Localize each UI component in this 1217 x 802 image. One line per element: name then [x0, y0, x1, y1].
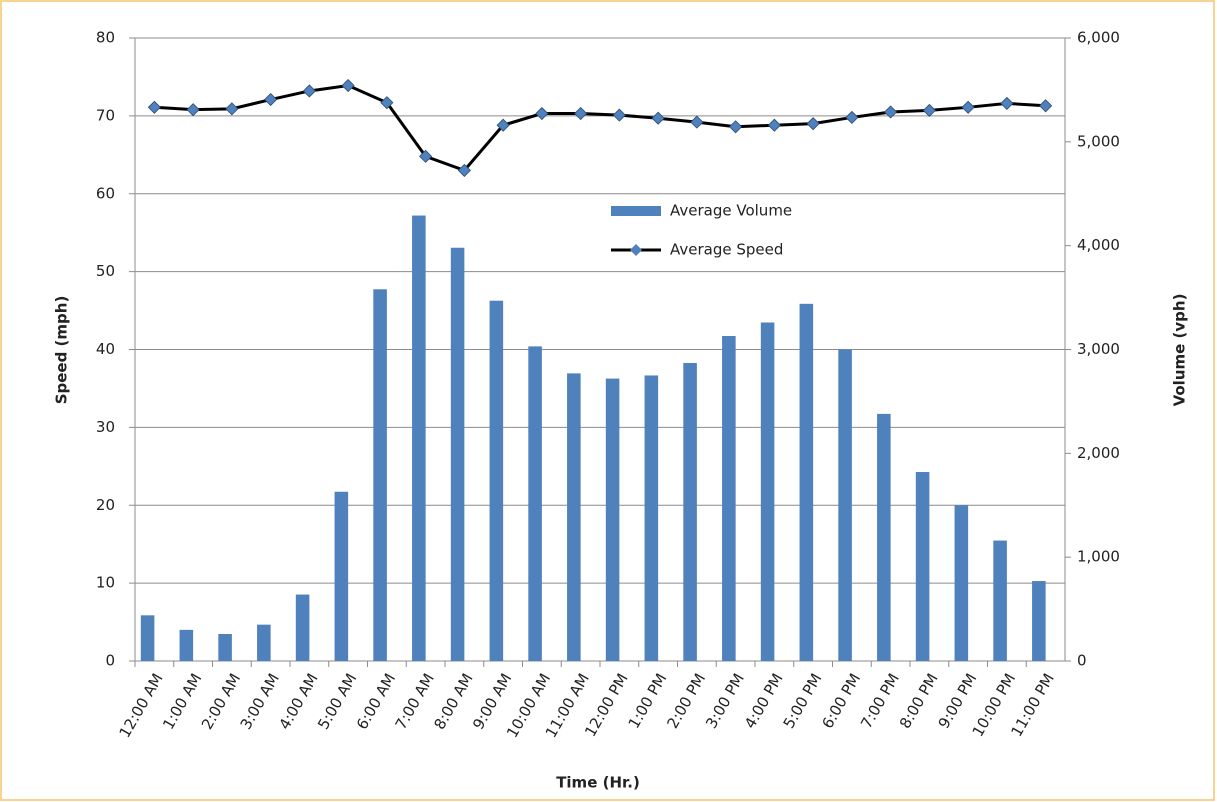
legend-marker: [630, 244, 642, 256]
bar: [683, 362, 697, 661]
bar: [528, 346, 542, 661]
y-tick-label: 30: [96, 418, 115, 436]
y2-tick-label: 4,000: [1077, 236, 1120, 254]
y2-tick-label: 0: [1077, 652, 1087, 670]
bar: [760, 322, 775, 661]
bar: [412, 215, 426, 661]
marker: [961, 100, 975, 114]
marker: [225, 102, 239, 116]
marker: [922, 103, 936, 117]
marker: [884, 105, 898, 119]
y2-tick-label: 3,000: [1077, 340, 1120, 358]
y-tick-label: 50: [96, 262, 115, 280]
bar: [257, 624, 271, 661]
bar: [799, 303, 814, 661]
y2-axis-title: Volume (vph): [1171, 294, 1189, 407]
bar: [373, 289, 387, 661]
marker: [535, 106, 549, 121]
y2-tick-label: 5,000: [1077, 132, 1120, 150]
marker: [380, 96, 394, 110]
line: [154, 83, 1046, 173]
legend-label: Average Volume: [670, 202, 792, 220]
y-axis-title: Speed (mph): [53, 296, 71, 405]
bar: [489, 300, 504, 661]
x-axis-title: Time (Hr.): [556, 774, 640, 792]
marker: [1039, 99, 1053, 113]
bar: [567, 373, 581, 661]
marker: [186, 103, 200, 117]
bar: [605, 378, 620, 661]
bar: [1032, 581, 1046, 661]
y-tick-label: 70: [96, 106, 115, 124]
bar: [722, 336, 736, 661]
bar: [915, 472, 930, 661]
marker: [574, 106, 588, 121]
marker: [496, 118, 510, 132]
marker: [419, 149, 433, 163]
bar: [954, 505, 969, 661]
marker: [612, 108, 626, 122]
bar: [295, 594, 310, 661]
bar: [334, 491, 349, 661]
marker: [457, 163, 471, 177]
marker: [1000, 96, 1014, 110]
bar: [450, 247, 465, 661]
bar: [179, 629, 194, 661]
y2-tick-label: 2,000: [1077, 444, 1120, 462]
bar: [644, 375, 659, 661]
marker: [767, 118, 781, 132]
bar: [140, 615, 155, 661]
y-tick-label: 20: [96, 496, 115, 514]
bar: [993, 540, 1007, 661]
marker: [651, 111, 665, 125]
marker: [147, 100, 161, 114]
marker: [690, 115, 704, 129]
marker: [845, 110, 859, 124]
bar: [218, 634, 232, 661]
marker: [729, 120, 743, 134]
y2-tick-label: 1,000: [1077, 548, 1120, 566]
legend-swatch: [611, 206, 661, 216]
y-tick-label: 10: [96, 574, 115, 592]
bar: [877, 413, 891, 661]
legend-label: Average Speed: [670, 241, 783, 259]
y-tick-label: 60: [96, 184, 115, 202]
marker: [806, 117, 820, 131]
y-tick-label: 40: [96, 340, 115, 358]
marker: [264, 92, 278, 107]
y-tick-label: 80: [96, 29, 115, 47]
y-tick-label: 0: [105, 652, 115, 670]
y2-tick-label: 6,000: [1077, 29, 1120, 47]
bar: [838, 349, 852, 661]
marker: [341, 78, 355, 93]
marker: [302, 84, 316, 98]
